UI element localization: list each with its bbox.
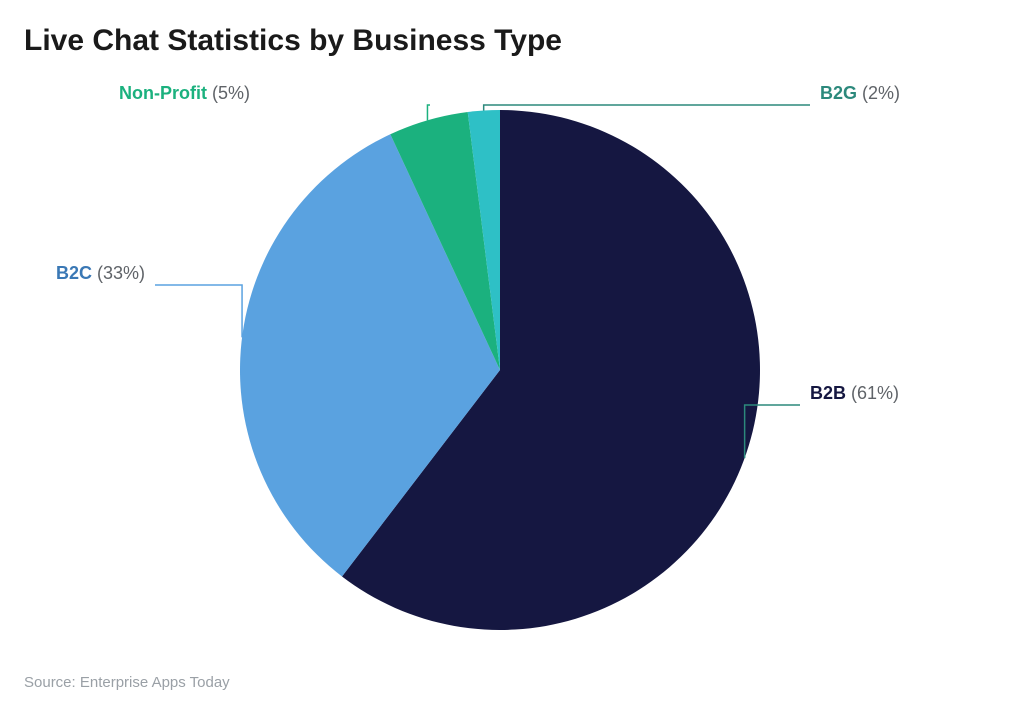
leader-line-b2g (484, 105, 810, 111)
slice-label-name: B2B (810, 383, 846, 403)
pie-svg (0, 0, 1024, 707)
source-text: Source: Enterprise Apps Today (24, 674, 230, 691)
leader-line-non-profit (427, 105, 430, 120)
slice-label-b2g: B2G (2%) (820, 83, 900, 104)
slice-label-name: B2G (820, 83, 857, 103)
slice-label-pct: (61%) (846, 383, 899, 403)
slice-label-pct: (5%) (207, 83, 250, 103)
leader-line-b2c (155, 285, 242, 337)
pie-chart: B2B (61%) B2C (33%) Non-Profit (5%) B2G (2%… (0, 0, 1024, 707)
slice-label-name: Non-Profit (119, 83, 207, 103)
slice-label-non-profit: Non-Profit (5%) (119, 83, 250, 104)
slice-label-pct: (33%) (92, 263, 145, 283)
slice-label-b2b: B2B (61%) (810, 383, 899, 404)
slice-label-pct: (2%) (857, 83, 900, 103)
slice-label-b2c: B2C (33%) (56, 263, 145, 284)
slice-label-name: B2C (56, 263, 92, 283)
